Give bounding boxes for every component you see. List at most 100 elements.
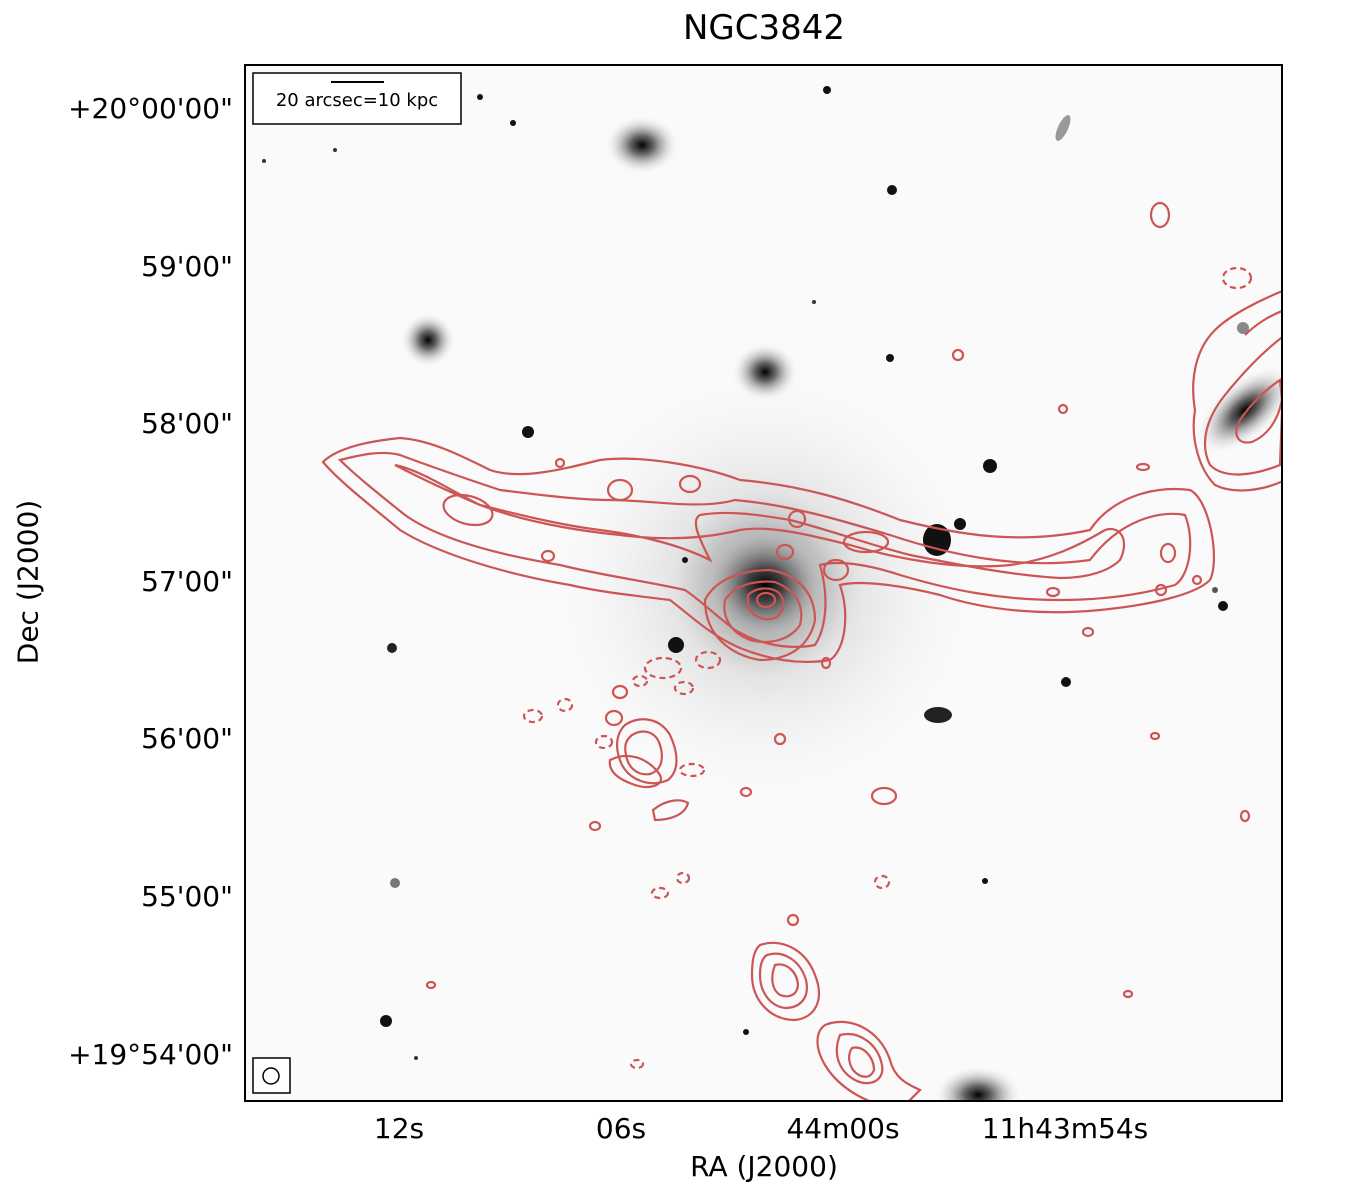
star — [380, 1015, 392, 1027]
ra-tick-label: 11h43m54s — [981, 1112, 1149, 1145]
radio-contour — [1135, 462, 1151, 472]
radio-contour-negative — [556, 697, 574, 713]
radio-contour-negative — [673, 680, 695, 696]
star — [982, 878, 988, 884]
radio-contour — [624, 730, 663, 776]
radio-contour — [1045, 586, 1061, 598]
radio-contour — [755, 591, 777, 609]
bright-star — [400, 312, 456, 368]
radio-contour — [786, 913, 800, 927]
star — [1061, 677, 1071, 687]
scalebar — [252, 72, 462, 125]
star — [823, 86, 831, 94]
radio-contour-negative — [594, 734, 614, 750]
radio-contour — [750, 941, 820, 1022]
radio-contour-negative — [675, 871, 691, 885]
radio-contour-negative — [629, 1058, 645, 1070]
star — [886, 354, 894, 362]
radio-contour — [604, 709, 624, 727]
radio-contour — [1159, 542, 1177, 564]
radio-contour — [1191, 574, 1203, 586]
star — [387, 643, 397, 653]
ra-tick-label: 06s — [595, 1112, 647, 1145]
radio-contour — [651, 799, 690, 822]
star — [812, 300, 816, 304]
radio-contour — [1203, 335, 1282, 476]
radio-contour-negative — [522, 708, 544, 724]
radio-contour-negative — [678, 762, 706, 778]
dec-tick-label: +20°00'00" — [68, 92, 233, 125]
radio-contour — [608, 754, 663, 789]
figure-title: NGC3842 — [682, 8, 846, 48]
star — [262, 159, 266, 163]
star — [983, 459, 997, 473]
radio-contour — [678, 474, 702, 494]
radio-contour — [835, 1032, 884, 1085]
radio-contour-negative — [1221, 266, 1253, 290]
star — [1237, 322, 1249, 334]
star — [477, 94, 483, 100]
radio-contour-negative — [631, 674, 649, 688]
radio-contour — [951, 348, 965, 362]
radio-contour — [616, 718, 678, 785]
star — [1218, 601, 1228, 611]
radio-contour — [723, 580, 803, 643]
ra-tick-label: 44m00s — [786, 1112, 900, 1145]
radio-contour — [540, 549, 556, 563]
star — [1212, 587, 1218, 593]
radio-contour — [606, 478, 634, 502]
radio-contour-negative — [643, 656, 683, 680]
radio-contour — [746, 587, 785, 621]
radio-contour — [394, 463, 1126, 580]
radio-contour — [1081, 626, 1095, 638]
radio-contour — [554, 457, 566, 469]
radio-contour — [771, 963, 800, 998]
star — [390, 878, 400, 888]
plot-frame — [244, 64, 1283, 1102]
radio-contour — [773, 732, 787, 746]
radio-contour — [739, 786, 753, 798]
radio-contour — [1192, 290, 1282, 492]
x-axis-label: RA (J2000) — [690, 1150, 838, 1183]
radio-contour — [588, 820, 602, 832]
radio-contour — [842, 530, 890, 554]
star — [333, 148, 337, 152]
radio-contours — [321, 201, 1282, 1101]
radio-contour — [758, 952, 808, 1010]
radio-contour — [337, 451, 1192, 648]
radio-contour — [1057, 403, 1069, 415]
star — [522, 426, 534, 438]
negative-contours — [522, 266, 1253, 1070]
scalebar-label: 20 arcsec=10 kpc — [275, 90, 439, 111]
sky-image — [245, 65, 1282, 1101]
radio-contour — [1122, 989, 1134, 999]
dec-tick-label: +19°54'00" — [68, 1038, 233, 1071]
radio-contour — [1235, 378, 1282, 444]
radio-contour — [703, 568, 817, 662]
central-galaxy-core — [705, 530, 825, 640]
ra-tick-label: 12s — [373, 1112, 425, 1145]
star — [510, 120, 516, 126]
radio-contour-negative — [694, 650, 722, 670]
galaxy — [604, 115, 680, 175]
star — [954, 518, 966, 530]
star — [414, 1056, 418, 1060]
star — [743, 1029, 749, 1035]
radio-contour — [787, 509, 807, 529]
radio-contour — [820, 656, 832, 670]
radio-contour — [1239, 809, 1251, 823]
radio-contour — [870, 786, 898, 806]
dec-tick-label: 56'00" — [141, 722, 233, 755]
dec-tick-label: 57'00" — [141, 565, 233, 598]
radio-contour — [822, 558, 850, 582]
galaxy — [924, 707, 952, 723]
radio-contour — [321, 436, 1216, 663]
star — [668, 637, 684, 653]
radio-contour — [1154, 583, 1168, 597]
radio-contour — [1149, 731, 1161, 741]
radio-contour — [425, 980, 437, 990]
star — [887, 185, 897, 195]
radio-contour — [442, 493, 494, 527]
radio-contour-negative — [650, 886, 670, 900]
